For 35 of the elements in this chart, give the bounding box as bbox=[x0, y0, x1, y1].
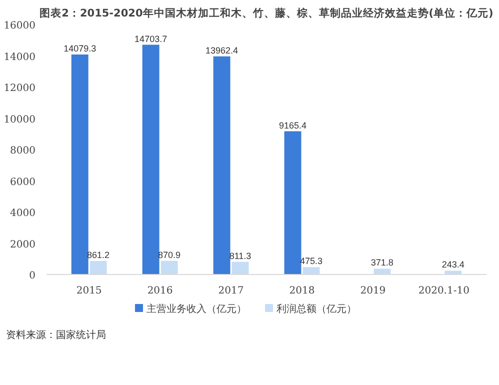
data-label: 9165.4 bbox=[278, 120, 307, 130]
y-tick-label: 4000 bbox=[10, 208, 36, 219]
y-tick-label: 6000 bbox=[10, 176, 36, 188]
x-tick-label: 2019 bbox=[360, 286, 386, 296]
data-label: 14079.3 bbox=[64, 44, 96, 54]
x-tick-label: 2018 bbox=[289, 286, 315, 296]
text: 资料来源：国家统计局 bbox=[6, 329, 106, 343]
y-tick-label: 2000 bbox=[10, 239, 36, 250]
bar bbox=[71, 54, 88, 274]
bar bbox=[284, 131, 302, 274]
bar bbox=[374, 268, 391, 274]
y-tick-label: 12000 bbox=[4, 83, 36, 94]
bar bbox=[213, 56, 230, 274]
x-tick-label: 2015 bbox=[76, 286, 102, 296]
legend-label: 主营业务收入（亿元） bbox=[146, 304, 246, 315]
bar bbox=[232, 262, 249, 274]
bar bbox=[90, 261, 107, 274]
y-tick-label: 14000 bbox=[4, 52, 36, 63]
y-tick-label: 8000 bbox=[10, 146, 36, 156]
y-tick-label: 16000 bbox=[4, 20, 36, 32]
data-label: 14703.7 bbox=[134, 34, 168, 44]
x-tick-label: 2020.1-10 bbox=[418, 286, 470, 296]
bar bbox=[302, 267, 320, 274]
data-label: 371.8 bbox=[370, 258, 394, 268]
x-tick-label: 2017 bbox=[218, 286, 244, 296]
legend-label: 利润总额（亿元） bbox=[276, 304, 356, 315]
bar bbox=[160, 260, 178, 274]
bar bbox=[142, 44, 160, 274]
y-tick-label: 0 bbox=[29, 270, 36, 282]
data-label: 13962.4 bbox=[206, 45, 238, 56]
bar bbox=[444, 270, 462, 274]
chart-title: 图表2：2015-2020年中国木材加工和木、竹、藤、棕、草制品业经济效益走势(单位：亿元) bbox=[40, 6, 494, 20]
y-tick-label: 10000 bbox=[4, 114, 36, 126]
x-tick-label: 2016 bbox=[147, 286, 173, 296]
data-label: 243.4 bbox=[442, 260, 464, 270]
